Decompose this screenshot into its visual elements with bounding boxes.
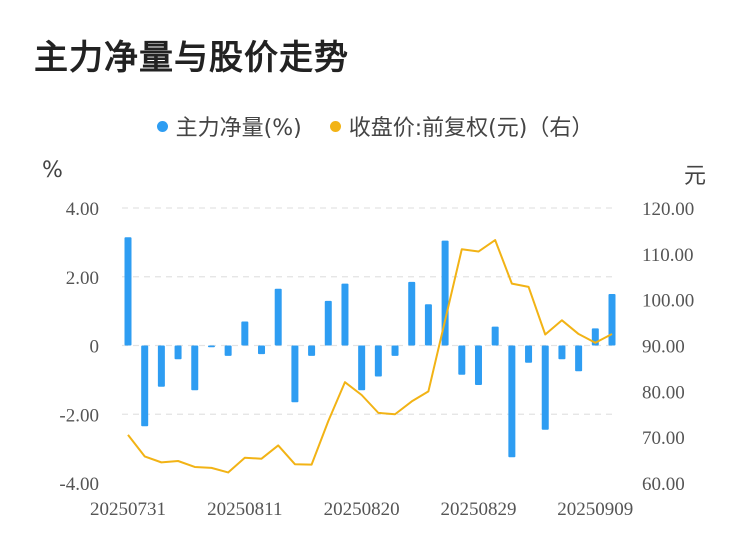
bar — [608, 293, 616, 346]
bar — [291, 345, 299, 403]
bar — [224, 345, 232, 356]
right-axis-tick: 80.00 — [642, 382, 685, 403]
x-axis-tick: 20250909 — [557, 499, 633, 520]
bar — [374, 345, 382, 377]
right-axis-tick: 60.00 — [642, 474, 685, 495]
legend-line-marker — [329, 120, 341, 132]
left-axis-tick: -2.00 — [59, 405, 99, 426]
bar — [157, 345, 165, 387]
bar — [241, 321, 249, 346]
bar — [274, 288, 282, 346]
legend-bar-label: 主力净量(%) — [175, 116, 302, 141]
bar — [141, 345, 149, 427]
right-axis-tick: 100.00 — [642, 291, 694, 312]
bar — [441, 240, 449, 346]
bar — [541, 345, 549, 430]
right-axis-tick: 120.00 — [642, 199, 694, 220]
left-axis-tick: 0 — [90, 337, 100, 358]
legend-item-line[interactable]: 收盘价:前复权(元)（右） — [329, 110, 594, 142]
bar — [508, 345, 516, 458]
left-axis-tick: 2.00 — [66, 268, 99, 289]
bar — [258, 345, 266, 355]
bar — [324, 300, 332, 346]
left-axis-tick: 4.00 — [66, 199, 99, 220]
bar — [474, 345, 482, 386]
legend-item-bar[interactable]: 主力净量(%) — [156, 110, 302, 142]
x-axis-tick: 20250820 — [324, 499, 400, 520]
legend: 主力净量(%) 收盘价:前复权(元)（右） — [0, 110, 750, 142]
bar — [341, 283, 349, 346]
bar — [491, 326, 499, 346]
bar — [424, 304, 432, 346]
chart-title: 主力净量与股价走势 — [34, 38, 349, 78]
bar — [191, 345, 199, 391]
legend-line-label: 收盘价:前复权(元)（右） — [348, 116, 594, 141]
bar — [124, 237, 132, 346]
bar — [391, 345, 399, 356]
right-axis-unit: 元 — [684, 164, 707, 189]
x-axis-tick: 20250731 — [90, 499, 166, 520]
right-axis-tick: 70.00 — [642, 428, 685, 449]
bar — [408, 281, 416, 346]
left-axis-unit: % — [42, 158, 63, 183]
bar — [525, 345, 533, 363]
bar — [558, 345, 566, 360]
left-axis-tick: -4.00 — [59, 474, 99, 495]
legend-bar-marker — [156, 120, 168, 132]
right-axis-tick: 90.00 — [642, 337, 685, 358]
x-axis-tick: 20250829 — [440, 499, 516, 520]
bar — [207, 345, 215, 348]
right-axis-tick: 110.00 — [642, 245, 694, 266]
x-axis-tick: 20250811 — [207, 499, 282, 520]
bar — [358, 345, 366, 391]
price-line — [127, 239, 613, 474]
bar — [575, 345, 583, 372]
bar — [308, 345, 316, 356]
bar — [458, 345, 466, 375]
bar — [174, 345, 182, 360]
